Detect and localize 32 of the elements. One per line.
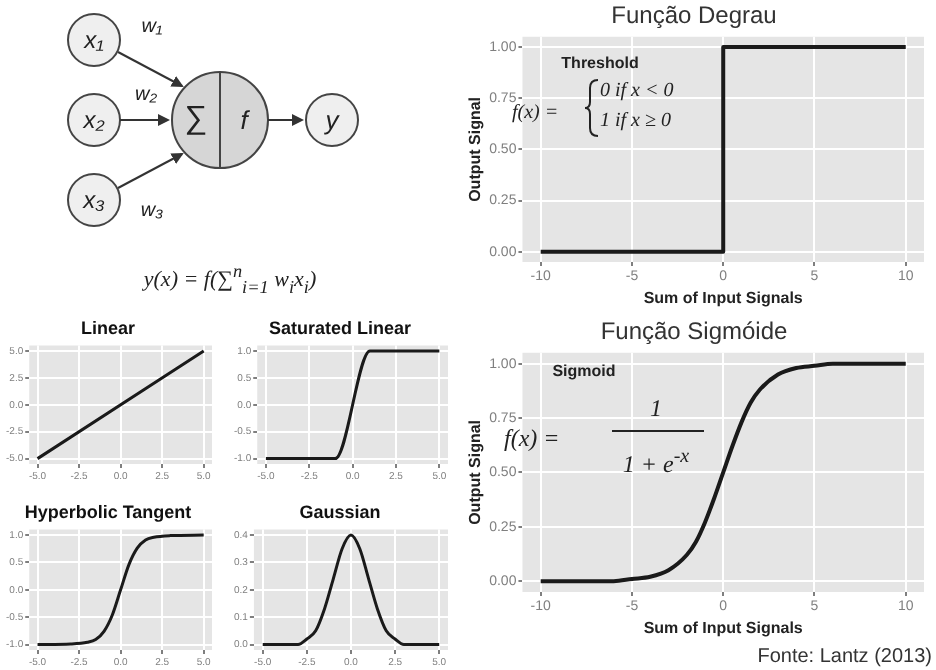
chart-title: Gaussian xyxy=(299,501,381,522)
text: x₂ xyxy=(83,106,105,134)
annotation: 1 if x ≥ 0 xyxy=(600,110,671,132)
line-series xyxy=(36,533,206,647)
source-note: Fonte: Lantz (2013) xyxy=(757,646,932,668)
annotation: Sigmoid xyxy=(552,362,616,380)
text: w₂ xyxy=(134,84,158,106)
y-axis-title: Output Signal xyxy=(466,96,485,202)
annotation: 0 if x < 0 xyxy=(600,80,674,102)
text: x₁ xyxy=(84,26,104,54)
chart-title: Função Sigmóide xyxy=(600,317,789,346)
text: ∑ xyxy=(184,102,208,136)
text: y xyxy=(325,105,339,135)
annotation: f(x) = xyxy=(512,102,559,124)
annotation: 1 + e$^{-x}$ xyxy=(622,446,690,478)
annotation: f(x) = xyxy=(504,424,560,452)
annotation: 1 xyxy=(650,394,662,422)
text: y(x) = f(∑$^{n}$$_{i=1}$ w$_{i}$x$_{i}$) xyxy=(143,260,317,298)
chart-title: Linear xyxy=(80,317,136,338)
line-series xyxy=(538,361,908,584)
annotation: Threshold xyxy=(561,54,639,72)
text: w₁ xyxy=(141,16,163,38)
text: f xyxy=(240,105,248,135)
y-axis-title: Output Signal xyxy=(466,419,485,525)
chart-title: Hyperbolic Tangent xyxy=(24,501,192,522)
chart-title: Saturated Linear xyxy=(268,317,412,338)
chart-title: Função Degrau xyxy=(611,1,777,30)
text: w₃ xyxy=(140,200,164,222)
line-series xyxy=(261,533,441,647)
text: x₃ xyxy=(83,186,105,214)
x-axis-title: Sum of Input Signals xyxy=(643,288,804,307)
x-axis-title: Sum of Input Signals xyxy=(643,618,804,637)
